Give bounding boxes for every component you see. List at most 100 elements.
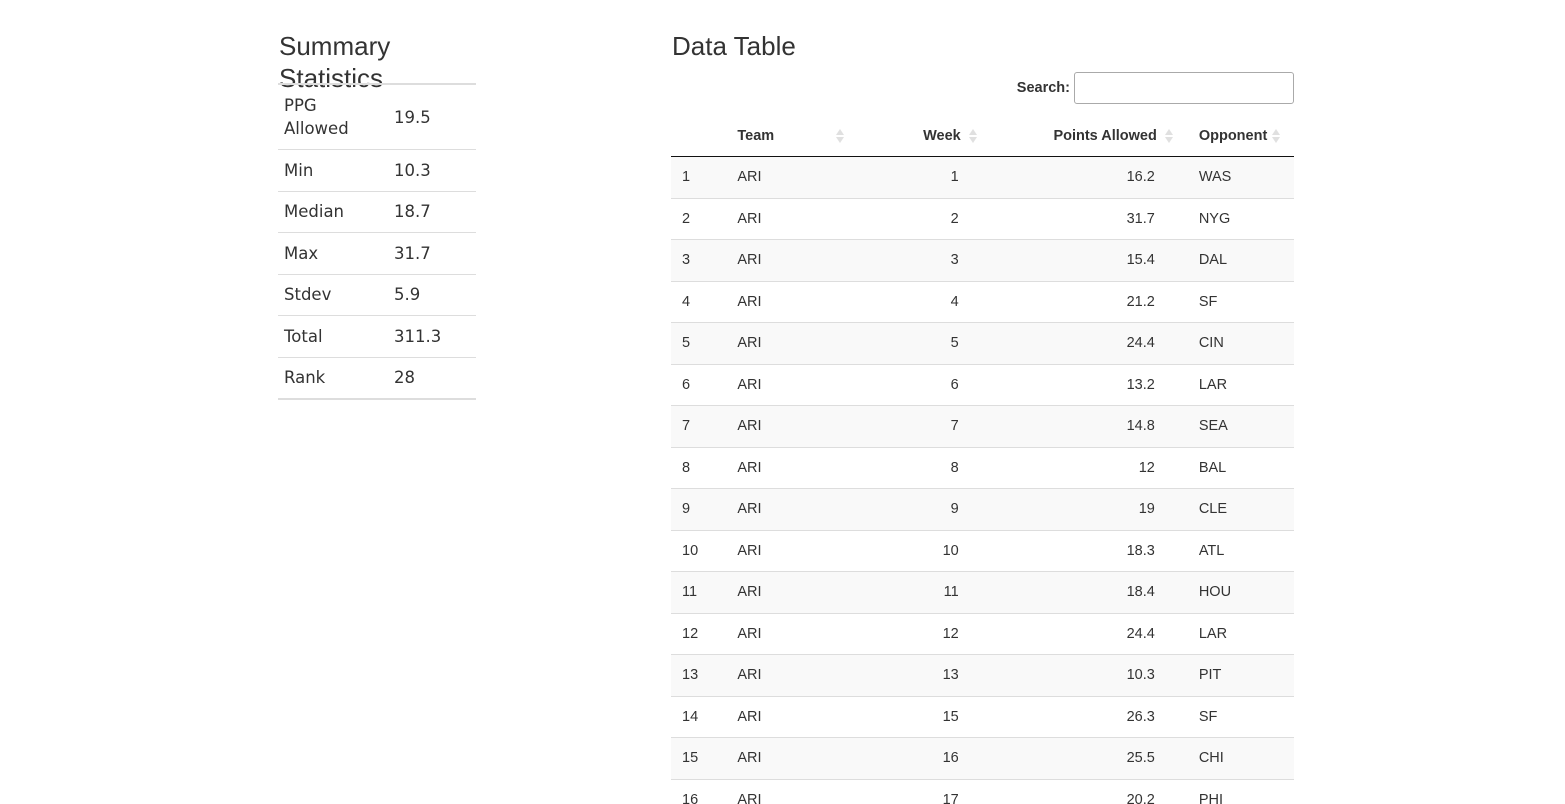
cell-points-allowed: 12 — [978, 446, 1177, 489]
summary-row: Stdev 5.9 — [278, 273, 476, 316]
summary-table: PPG Allowed 19.5 Min 10.3 Median 18.7 Max 31.7 S… — [278, 83, 476, 400]
summary-label: Rank — [278, 356, 388, 399]
cell-points-allowed: 15.4 — [978, 239, 1177, 281]
row-index: 6 — [671, 363, 738, 406]
cell-opponent: SF — [1176, 695, 1294, 738]
cell-opponent: WAS — [1198, 169, 1232, 186]
summary-value: 28 — [388, 356, 476, 399]
summary-label: Max — [278, 232, 388, 274]
cell-opponent: NYG — [1176, 197, 1294, 240]
cell-team: ARI — [737, 571, 845, 613]
sort-icon[interactable] — [836, 127, 845, 145]
cell-week: 2 — [844, 197, 979, 240]
row-index: 4 — [671, 280, 738, 323]
cell-team: ARI — [737, 612, 845, 655]
row-index: 8 — [671, 446, 738, 489]
row-index: 9 — [671, 488, 738, 530]
cell-points-allowed: 20.2 — [978, 778, 1177, 804]
search-box: Search: — [1017, 72, 1294, 104]
table-row[interactable]: 8 ARI 8 12 BAL — [671, 446, 1294, 489]
search-label: Search: — [1016, 80, 1070, 96]
col-header-points-allowed[interactable]: Points Allowed — [978, 115, 1177, 157]
cell-team: ARI — [737, 405, 845, 447]
cell-opponent: CHI — [1176, 737, 1294, 779]
row-index: 7 — [671, 405, 738, 447]
sort-icon[interactable] — [1164, 127, 1173, 145]
data-table-panel: Data Table Search: Team Week Points Allo… — [671, 30, 1294, 804]
cell-opponent: DAL — [1176, 239, 1294, 281]
cell-team: ARI — [737, 197, 845, 240]
row-index: 2 — [671, 197, 738, 240]
cell-week: 16 — [844, 737, 979, 779]
table-row[interactable]: 1 ARI 1 16.2 WAS — [671, 156, 1294, 198]
summary-label: PPG Allowed — [284, 96, 349, 138]
cell-team: ARI — [737, 488, 845, 530]
summary-value: 31.7 — [388, 232, 476, 274]
cell-opponent: SEA — [1176, 405, 1294, 447]
table-row[interactable]: 9 ARI 9 19 CLE — [671, 488, 1294, 530]
summary-label: Stdev — [278, 273, 388, 316]
cell-points-allowed: 24.4 — [978, 612, 1177, 655]
cell-opponent: ATL — [1176, 529, 1294, 572]
table-row[interactable]: 6 ARI 6 13.2 LAR — [671, 363, 1294, 406]
cell-week: 7 — [844, 405, 979, 447]
cell-points-allowed: 26.3 — [978, 695, 1177, 738]
row-index: 16 — [671, 778, 738, 804]
cell-team: ARI — [737, 280, 845, 323]
summary-label: Min — [278, 149, 388, 191]
cell-points-allowed: 18.3 — [978, 529, 1177, 572]
sort-icon[interactable] — [1272, 127, 1280, 145]
table-row[interactable]: 15 ARI 16 25.5 CHI — [671, 737, 1294, 779]
cell-points-allowed: 16.2 — [1126, 169, 1155, 186]
cell-team: ARI — [737, 322, 845, 364]
data-table-title: Data Table — [672, 31, 796, 61]
row-index: 14 — [671, 695, 738, 738]
cell-points-allowed: 13.2 — [978, 363, 1177, 406]
data-table: Team Week Points Allowed Opponent 1 ARI 1 1… — [671, 115, 1294, 804]
summary-value: 5.9 — [388, 273, 476, 316]
table-row[interactable]: 14 ARI 15 26.3 SF — [671, 695, 1294, 738]
row-index: 11 — [671, 571, 738, 613]
col-header-team[interactable]: Team — [737, 115, 845, 157]
cell-opponent: CIN — [1176, 322, 1294, 364]
row-index: 3 — [671, 239, 738, 281]
summary-row: Median 18.7 — [278, 190, 476, 233]
row-index: 12 — [671, 612, 738, 655]
table-row[interactable]: 2 ARI 2 31.7 NYG — [671, 197, 1294, 240]
table-row[interactable]: 5 ARI 5 24.4 CIN — [671, 322, 1294, 364]
col-header-week[interactable]: Week — [844, 115, 979, 157]
col-header-opponent[interactable]: Opponent — [1176, 115, 1294, 157]
table-row[interactable]: 10 ARI 10 18.3 ATL — [671, 529, 1294, 572]
cell-opponent: CLE — [1176, 488, 1294, 530]
cell-week: 9 — [844, 488, 979, 530]
table-row[interactable]: 16 ARI 17 20.2 PHI — [671, 778, 1294, 804]
cell-points-allowed: 21.2 — [978, 280, 1177, 323]
summary-label: Total — [278, 315, 388, 357]
row-index: 15 — [671, 737, 738, 779]
cell-points-allowed: 14.8 — [978, 405, 1177, 447]
table-row[interactable]: 7 ARI 7 14.8 SEA — [671, 405, 1294, 447]
table-row[interactable]: 11 ARI 11 18.4 HOU — [671, 571, 1294, 613]
sort-icon[interactable] — [968, 127, 977, 145]
cell-week: 12 — [844, 612, 979, 655]
table-row[interactable]: 3 ARI 3 15.4 DAL — [671, 239, 1294, 281]
summary-value: 19.5 — [394, 107, 431, 127]
table-row[interactable]: 4 ARI 4 21.2 SF — [671, 280, 1294, 323]
cell-week: 3 — [844, 239, 979, 281]
cell-points-allowed: 31.7 — [978, 197, 1177, 240]
summary-row: PPG Allowed 19.5 — [278, 84, 476, 150]
search-input[interactable] — [1074, 72, 1294, 104]
table-row[interactable]: 12 ARI 12 24.4 LAR — [671, 612, 1294, 655]
cell-opponent: PHI — [1176, 778, 1294, 804]
table-header-row: Team Week Points Allowed Opponent — [671, 115, 1294, 157]
table-row[interactable]: 13 ARI 13 10.3 PIT — [671, 654, 1294, 696]
cell-points-allowed: 18.4 — [978, 571, 1177, 613]
cell-week: 1 — [950, 169, 959, 186]
cell-week: 11 — [844, 571, 979, 613]
cell-opponent: LAR — [1176, 612, 1294, 655]
cell-team: ARI — [737, 446, 845, 489]
cell-week: 6 — [844, 363, 979, 406]
cell-points-allowed: 25.5 — [978, 737, 1177, 779]
cell-week: 15 — [844, 695, 979, 738]
